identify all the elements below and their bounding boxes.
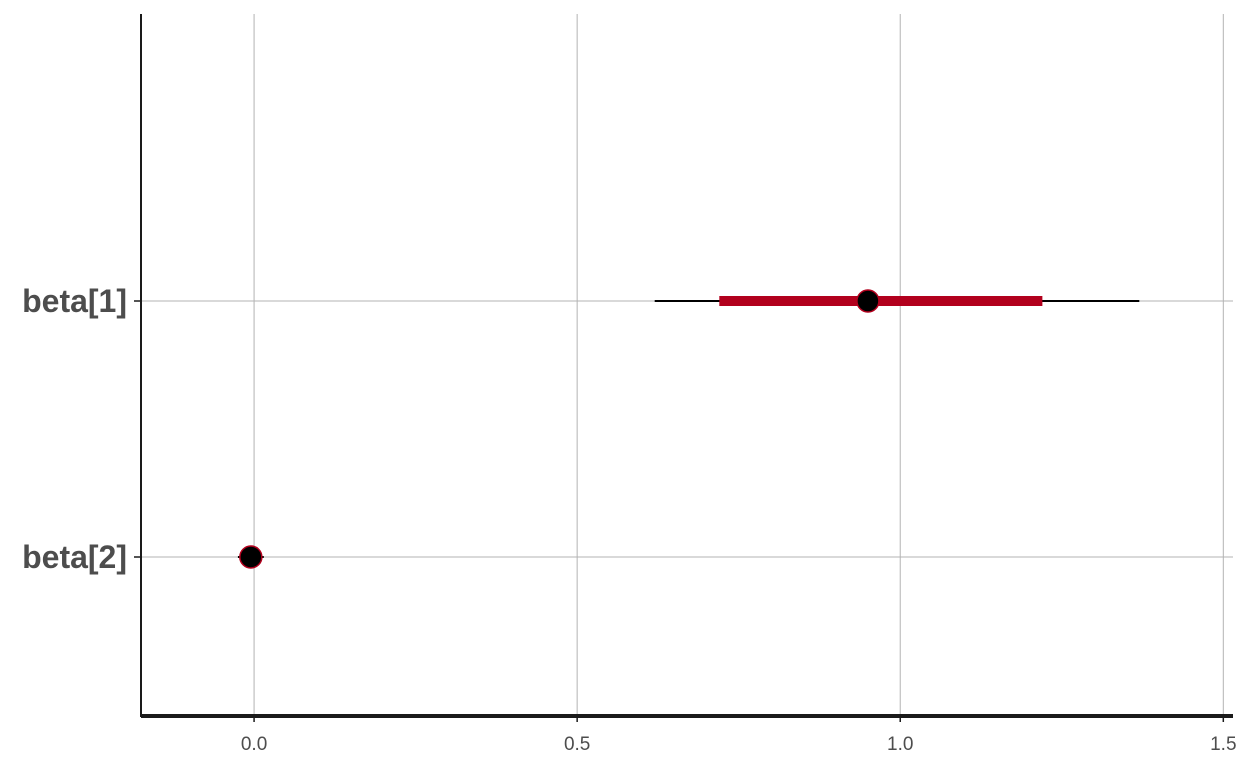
x-tick-label: 0.5 — [564, 734, 590, 755]
x-tick-label: 1.0 — [887, 734, 913, 755]
interval-series — [237, 289, 1140, 569]
x-tick-label: 1.5 — [1210, 734, 1236, 755]
point-estimate-marker — [239, 545, 263, 569]
x-tick-label: 0.0 — [241, 734, 267, 755]
point-estimate-marker — [856, 289, 880, 313]
y-tick-label: beta[2] — [22, 539, 127, 575]
x-axis-ticks: 0.0 0.5 1.0 1.5 — [241, 716, 1237, 755]
grid-lines — [141, 14, 1233, 716]
y-tick-label: beta[1] — [22, 283, 127, 319]
y-axis-ticks: beta[1] beta[2] — [22, 283, 141, 575]
